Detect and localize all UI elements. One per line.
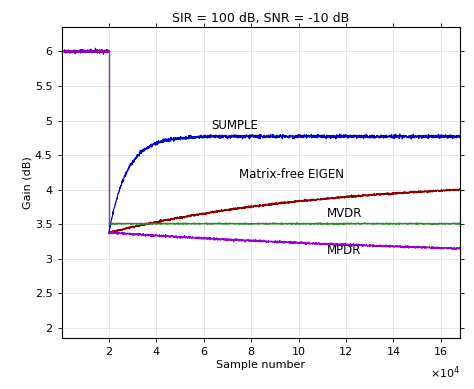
Text: MPDR: MPDR [327, 244, 362, 257]
Text: $\times10^4$: $\times10^4$ [429, 365, 460, 382]
Text: SUMPLE: SUMPLE [211, 119, 258, 132]
Text: Matrix-free EIGEN: Matrix-free EIGEN [239, 168, 345, 181]
Title: SIR = 100 dB, SNR = -10 dB: SIR = 100 dB, SNR = -10 dB [172, 12, 349, 25]
Y-axis label: Gain (dB): Gain (dB) [22, 156, 32, 209]
Text: MVDR: MVDR [327, 207, 363, 221]
X-axis label: Sample number: Sample number [216, 360, 305, 370]
